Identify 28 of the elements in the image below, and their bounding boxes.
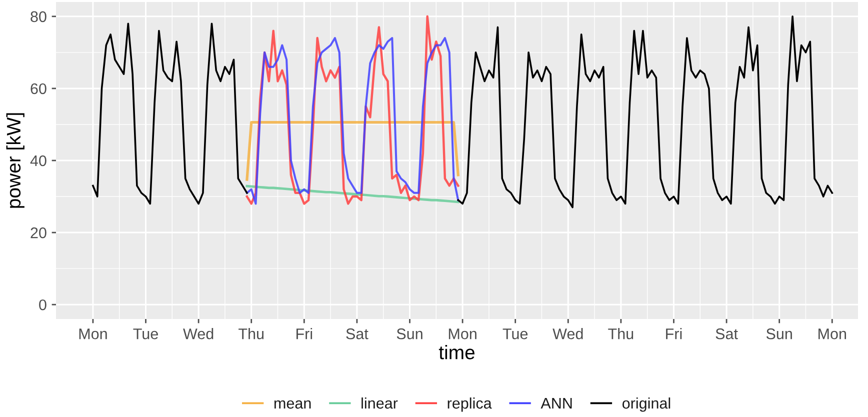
x-tick-label: Sun	[766, 328, 792, 340]
legend-label: linear	[362, 397, 398, 409]
x-tick-label: Sat	[716, 328, 738, 340]
legend-label: mean	[274, 400, 311, 409]
x-tick-label: Tue	[133, 328, 158, 340]
y-tick-label: 40	[30, 155, 46, 166]
x-tick-label: Sat	[346, 328, 368, 340]
x-tick-label: Mon	[818, 328, 846, 340]
line-series	[246, 184, 460, 204]
x-tick-label: Thu	[238, 328, 264, 340]
x-tick-label: Fri	[296, 328, 312, 340]
x-tick-label: Sun	[396, 328, 422, 340]
legend-label: original	[622, 397, 670, 412]
y-tick-label: 60	[30, 83, 46, 94]
legend-label: ANN	[540, 398, 572, 409]
x-tick-label: Tue	[502, 328, 528, 340]
x-tick-label: Mon	[79, 328, 107, 340]
legend-label: replica	[448, 397, 492, 412]
y-axis-title: power [kW]	[6, 113, 24, 208]
x-tick-label: Mon	[448, 328, 476, 340]
y-tick-label: 80	[30, 11, 46, 22]
x-axis-title: time	[438, 345, 475, 360]
x-tick-label: Wed	[552, 328, 583, 340]
y-tick-label: 20	[30, 227, 46, 238]
y-tick-label: 0	[39, 299, 46, 310]
x-tick-label: Thu	[608, 328, 634, 340]
x-tick-label: Fri	[666, 328, 682, 340]
x-tick-label: Wed	[183, 328, 214, 340]
